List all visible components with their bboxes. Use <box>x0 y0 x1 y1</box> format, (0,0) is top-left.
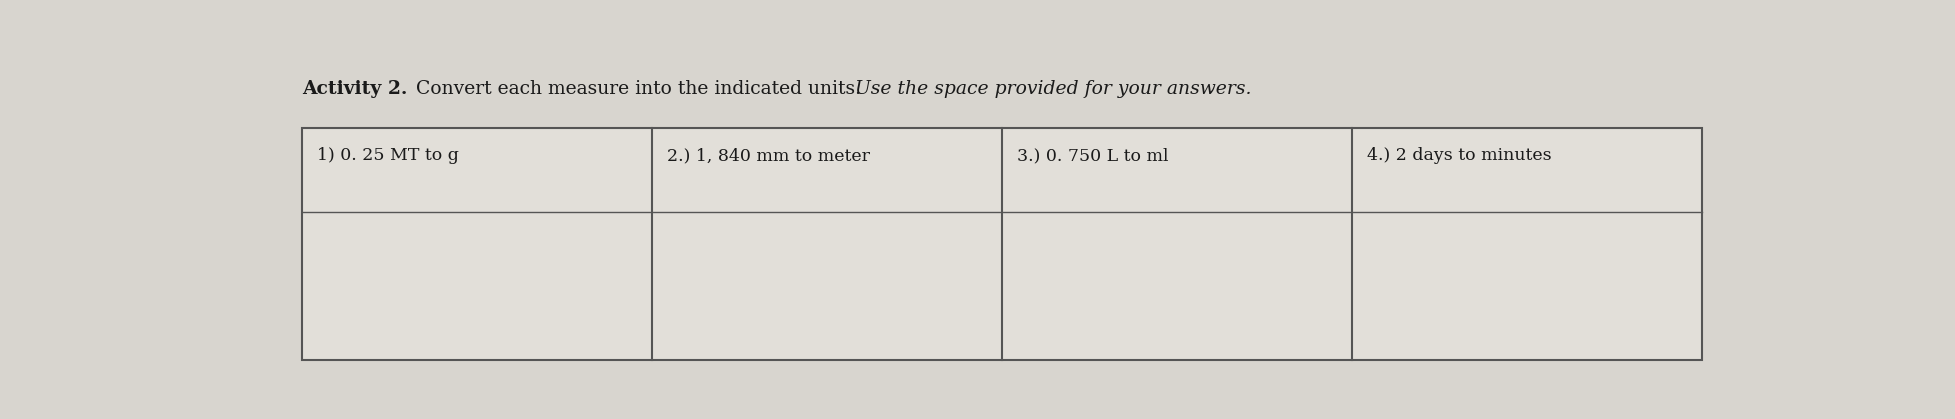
Text: Use the space provided for your answers.: Use the space provided for your answers. <box>854 80 1251 98</box>
Text: 2.) 1, 840 mm to meter: 2.) 1, 840 mm to meter <box>667 147 870 164</box>
Text: Activity 2.: Activity 2. <box>301 80 407 98</box>
Text: 4.) 2 days to minutes: 4.) 2 days to minutes <box>1367 147 1552 164</box>
Text: Convert each measure into the indicated units.: Convert each measure into the indicated … <box>409 80 866 98</box>
FancyBboxPatch shape <box>301 128 1703 360</box>
Text: 1) 0. 25 MT to g: 1) 0. 25 MT to g <box>317 147 459 164</box>
Text: 3.) 0. 750 L to ml: 3.) 0. 750 L to ml <box>1017 147 1169 164</box>
